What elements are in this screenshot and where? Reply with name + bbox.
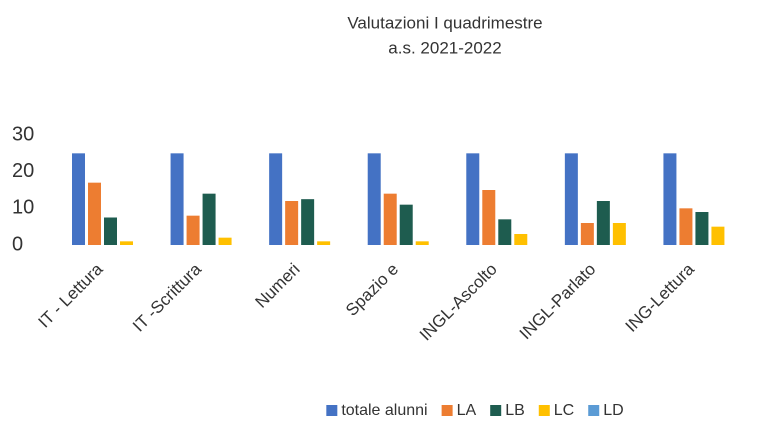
bar <box>663 153 677 245</box>
x-tick-label: Spazio e <box>342 260 402 320</box>
x-tick-label: ING-Lettura <box>622 259 699 336</box>
legend-label: LA <box>457 402 477 419</box>
bar <box>367 153 381 245</box>
x-tick-label: INGL-Parlato <box>516 260 600 344</box>
legend-swatch <box>490 405 502 416</box>
chart-title: Valutazioni I quadrimestre <box>347 13 542 32</box>
bar <box>120 241 133 245</box>
y-tick-label: 0 <box>12 233 23 255</box>
bar <box>564 153 578 245</box>
bar <box>711 226 725 245</box>
bar <box>695 212 709 245</box>
bar <box>104 217 117 245</box>
bar <box>218 237 232 245</box>
bar <box>596 201 610 245</box>
bar <box>498 219 512 245</box>
legend-label: LC <box>554 402 574 419</box>
bar <box>415 241 429 245</box>
chart-subtitle: a.s. 2021-2022 <box>388 38 501 57</box>
bar <box>88 182 101 245</box>
bar <box>383 193 397 245</box>
legend-swatch <box>326 405 338 416</box>
legend-label: LD <box>603 402 623 419</box>
bar <box>514 234 528 245</box>
bar <box>72 153 85 245</box>
bar <box>317 241 331 245</box>
bar <box>679 208 693 245</box>
bar <box>170 153 184 245</box>
bar <box>482 190 496 245</box>
y-tick-label: 20 <box>12 160 34 182</box>
legend-label: LB <box>505 402 525 419</box>
x-tick-label: Numeri <box>251 260 303 312</box>
bar <box>399 204 413 245</box>
x-tick-label: IT - Lettura <box>34 259 106 331</box>
bar <box>202 193 216 245</box>
y-tick-label: 30 <box>12 123 34 145</box>
y-tick-label: 10 <box>12 197 34 219</box>
x-tick-label: IT -Scrittura <box>129 259 205 335</box>
bar <box>301 199 315 245</box>
legend-swatch <box>588 405 600 416</box>
bar <box>269 153 283 245</box>
legend-swatch <box>538 405 550 416</box>
bar <box>186 215 200 245</box>
legend-label: totale alunni <box>341 402 427 419</box>
bar <box>580 223 594 245</box>
bar <box>466 153 480 245</box>
x-tick-label: INGL-Ascolto <box>416 260 501 345</box>
legend-swatch <box>441 405 453 416</box>
bar <box>285 201 299 245</box>
bar <box>612 223 626 245</box>
